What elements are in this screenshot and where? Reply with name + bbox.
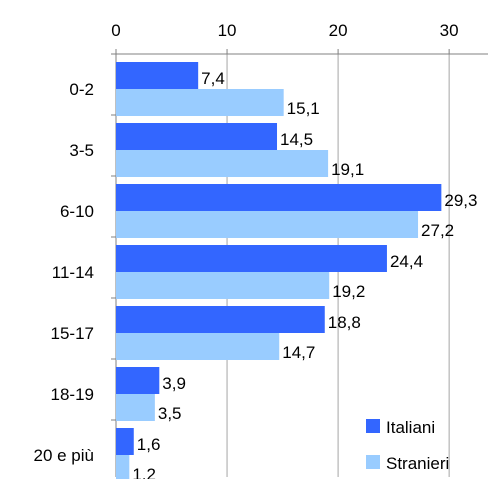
bar-stranieri — [116, 211, 419, 238]
x-tick-label: 10 — [218, 21, 237, 40]
data-label: 29,3 — [444, 191, 477, 210]
bar-stranieri — [116, 394, 155, 421]
bar-italiani — [116, 123, 278, 150]
bar-stranieri — [116, 89, 284, 116]
category-label: 3-5 — [69, 141, 94, 160]
bar-italiani — [116, 184, 442, 211]
bar-stranieri — [116, 272, 330, 299]
data-label: 14,7 — [282, 343, 315, 362]
data-label: 3,9 — [162, 374, 186, 393]
bar-italiani — [116, 62, 199, 89]
bar-italiani — [116, 306, 325, 333]
bars — [116, 62, 442, 479]
data-label: 15,1 — [287, 99, 320, 118]
data-label: 19,1 — [331, 160, 364, 179]
category-label: 11-14 — [52, 263, 94, 282]
legend-swatch-stranieri — [366, 455, 380, 469]
data-label: 14,5 — [280, 130, 313, 149]
x-tick-label: 20 — [329, 21, 348, 40]
category-label: 15-17 — [51, 324, 94, 343]
data-label: 1,6 — [137, 435, 161, 454]
bar-italiani — [116, 367, 160, 394]
legend-label-italiani: Italiani — [386, 418, 435, 437]
legend: Italiani Stranieri — [366, 418, 449, 473]
data-label: 1,2 — [132, 465, 156, 479]
bar-italiani — [116, 428, 134, 455]
x-tick-label: 30 — [440, 21, 459, 40]
category-axis: 0-2 3-5 6-10 11-14 15-17 18-19 20 e più — [34, 80, 95, 465]
bar-stranieri — [116, 150, 329, 177]
data-label: 27,2 — [421, 221, 454, 240]
data-label: 18,8 — [328, 313, 361, 332]
bar-stranieri — [116, 333, 280, 360]
category-label: 20 e più — [34, 446, 95, 465]
bar-stranieri — [116, 455, 130, 479]
x-tick-label: 0 — [111, 21, 120, 40]
category-label: 18-19 — [51, 385, 94, 404]
data-labels: 7,4 15,1 14,5 19,1 29,3 27,2 24,4 19,2 18,8 14,7 3… — [132, 69, 477, 479]
bar-italiani — [116, 245, 387, 272]
legend-swatch-italiani — [366, 419, 380, 433]
category-label: 0-2 — [69, 80, 94, 99]
data-label: 24,4 — [390, 252, 423, 271]
data-label: 19,2 — [332, 282, 365, 301]
data-label: 7,4 — [201, 69, 225, 88]
data-label: 3,5 — [158, 404, 182, 423]
legend-label-stranieri: Stranieri — [386, 454, 449, 473]
category-label: 6-10 — [60, 202, 94, 221]
